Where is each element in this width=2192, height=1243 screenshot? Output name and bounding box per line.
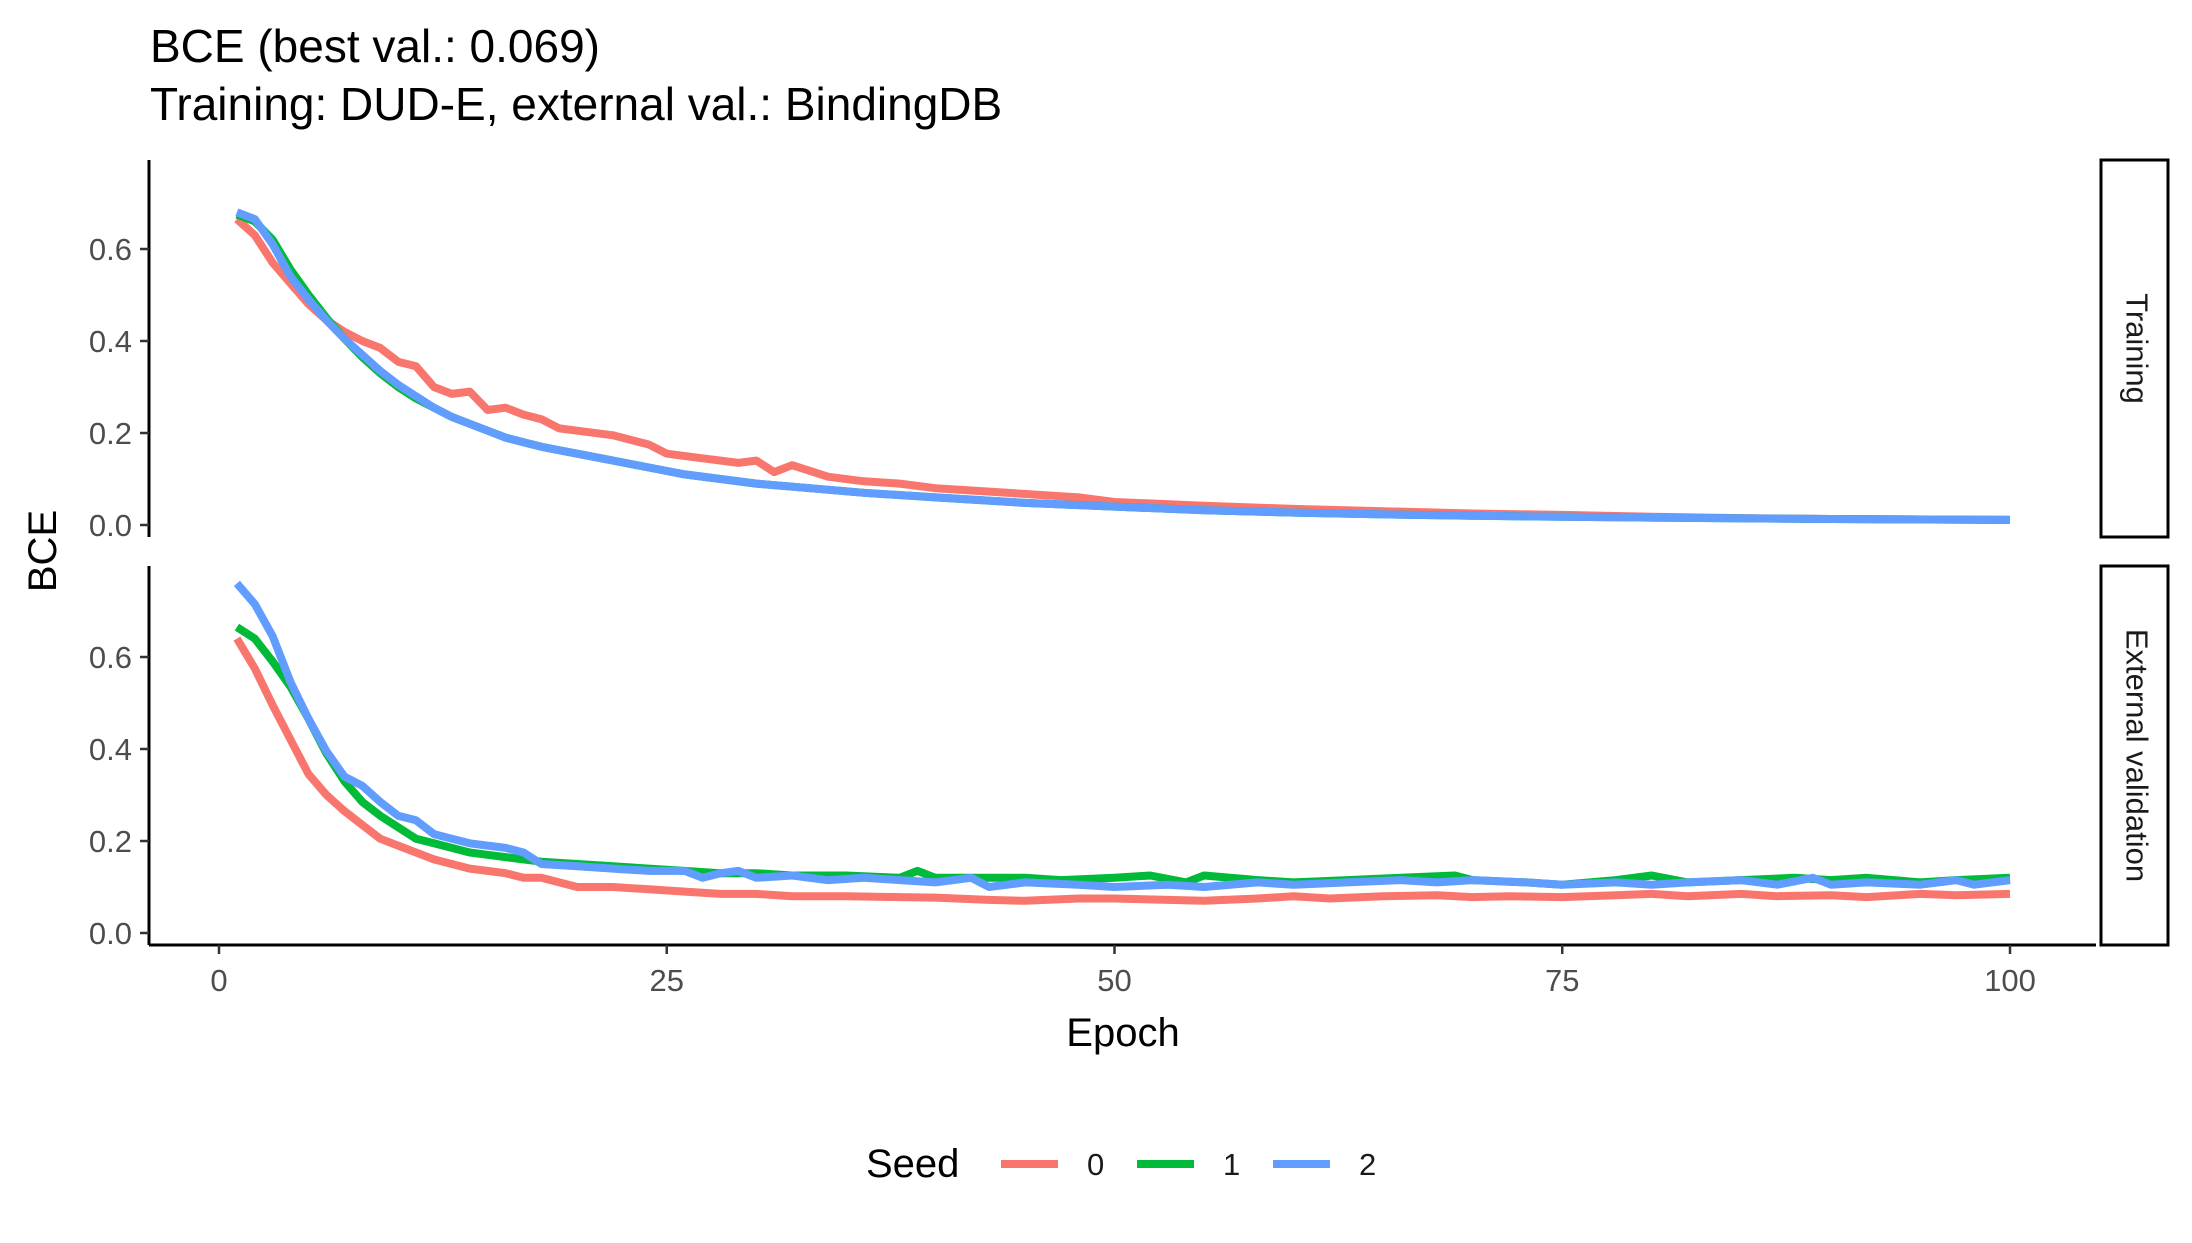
- x-tick-label: 75: [1545, 963, 1579, 998]
- facet-strip: [2099, 564, 2170, 947]
- legend-label-seed-0: 0: [1087, 1147, 1104, 1182]
- y-axis-title: BCE: [21, 510, 65, 592]
- facet-strip-label: Training: [2119, 293, 2154, 404]
- x-tick-label: 0: [210, 963, 227, 998]
- legend-entries: 0 1 2: [1001, 1147, 1376, 1182]
- facet-strip-label: External validation: [2119, 629, 2154, 882]
- series-line-seed-2: [235, 208, 2011, 524]
- x-tick-label: 25: [650, 963, 684, 998]
- panels: 0.0 0.2 0.4 0.6 Training 0.0 0.2 0.4 0.6 External…: [89, 158, 2170, 951]
- panel-0: 0.0 0.2 0.4 0.6 Training: [89, 158, 2170, 543]
- facet-strip: [2099, 158, 2170, 539]
- series-line-seed-2: [233, 580, 2011, 891]
- chart-subtitle: Training: DUD-E, external val.: BindingD…: [150, 78, 1002, 130]
- x-tick-label: 100: [1984, 963, 2036, 998]
- legend: Seed 0 1 2: [866, 1142, 1376, 1186]
- legend-label-seed-1: 1: [1223, 1147, 1240, 1182]
- y-tick-label: 0.0: [89, 916, 132, 951]
- chart-title: BCE (best val.: 0.069): [150, 20, 600, 72]
- series-line-seed-0: [233, 636, 2011, 905]
- x-axis-title: Epoch: [1066, 1011, 1179, 1055]
- y-tick-label: 0.6: [89, 232, 132, 267]
- y-tick-label: 0.4: [89, 324, 132, 359]
- y-tick-label: 0.2: [89, 416, 132, 451]
- panel-1: 0.0 0.2 0.4 0.6 External validation: [89, 564, 2170, 951]
- legend-title: Seed: [866, 1142, 959, 1186]
- y-tick-label: 0.4: [89, 732, 132, 767]
- y-tick-label: 0.0: [89, 508, 132, 543]
- x-axis: 0 25 50 75 100: [149, 943, 2096, 998]
- y-tick-label: 0.2: [89, 824, 132, 859]
- x-tick-label: 50: [1097, 963, 1131, 998]
- y-tick-label: 0.6: [89, 640, 132, 675]
- legend-label-seed-2: 2: [1359, 1147, 1376, 1182]
